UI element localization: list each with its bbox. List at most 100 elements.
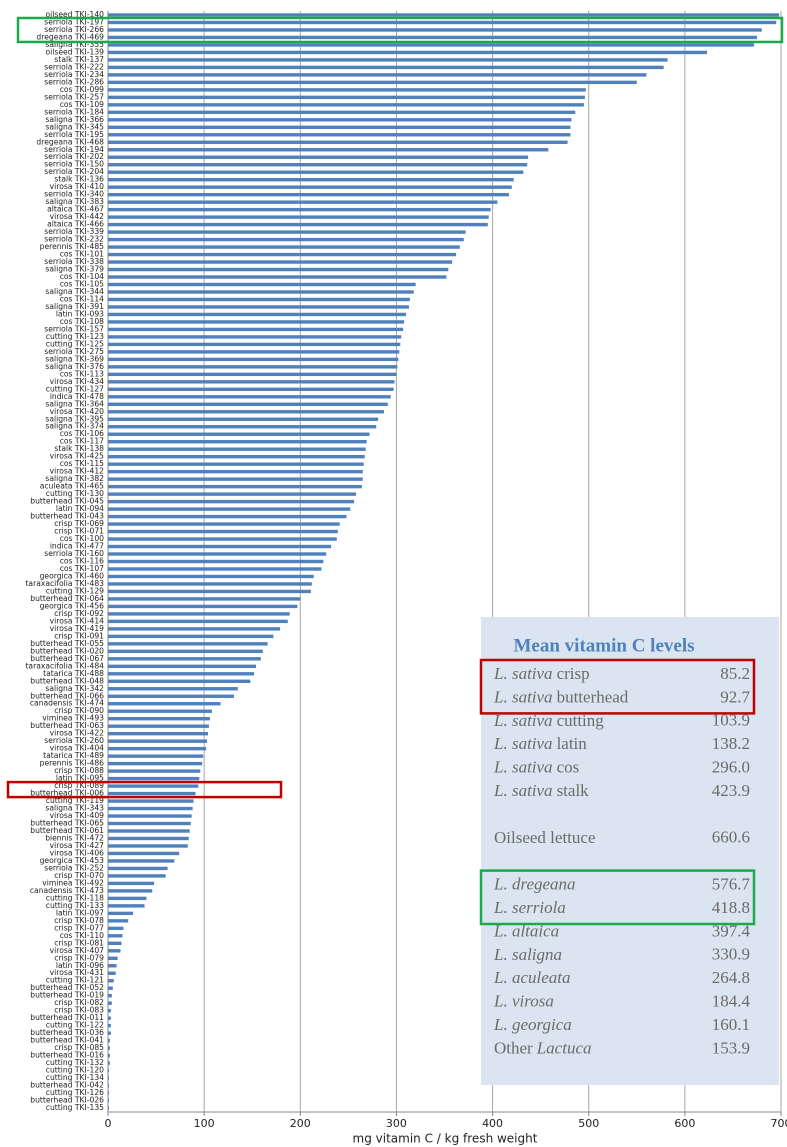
y-tick-label: saligna TKI-391 [45, 302, 104, 311]
bar [108, 941, 122, 946]
bar [108, 949, 121, 953]
y-tick-label: serriola TKI-232 [44, 235, 104, 244]
y-tick-label: georgica TKI-460 [40, 571, 105, 580]
bar [108, 350, 400, 354]
y-tick-label: butterhead TKI-052 [30, 983, 104, 992]
bar [108, 746, 207, 751]
table-row-label: L. georgica [493, 1015, 572, 1034]
table-title: Mean vitamin C levels [513, 635, 694, 656]
label-part: L. sativa [493, 758, 553, 777]
bar [108, 245, 460, 249]
bar [108, 118, 572, 122]
bar [108, 282, 416, 287]
label-part: crisp [557, 664, 590, 683]
y-tick-label: crisp TKI-089 [54, 781, 104, 790]
y-tick-label: crisp TKI-070 [54, 871, 104, 880]
y-tick-label: butterhead TKI-065 [30, 819, 104, 828]
label-part: L. virosa [493, 992, 554, 1011]
bar [108, 454, 365, 459]
table-row-value: 660.6 [712, 828, 750, 847]
y-tick-label: saligna TKI-374 [45, 422, 104, 431]
y-tick-label: serriola TKI-340 [44, 190, 104, 199]
y-tick-label: butterhead TKI-048 [30, 676, 104, 685]
y-tick-label: virosa TKI-409 [50, 811, 104, 820]
y-tick-label: virosa TKI-410 [50, 182, 104, 191]
label-part: Lactuca [536, 1038, 592, 1057]
bar [108, 387, 394, 392]
y-tick-label: indica TKI-478 [50, 392, 104, 401]
label-part: L. serriola [493, 898, 566, 917]
bar [108, 889, 153, 893]
bar [108, 469, 363, 474]
y-tick-label: cutting TKI-133 [46, 901, 104, 910]
bar [108, 1098, 109, 1103]
y-tick-label: serriola TKI-202 [44, 152, 104, 161]
bar [108, 522, 340, 526]
bar [108, 432, 370, 436]
y-tick-label: tatarica TKI-489 [43, 751, 104, 760]
y-tick-label: cutting TKI-134 [46, 1073, 104, 1082]
y-tick-label: butterhead TKI-045 [30, 497, 104, 506]
y-tick-label: virosa TKI-434 [50, 377, 104, 386]
bar [108, 649, 263, 654]
y-tick-label: saligna TKI-344 [45, 287, 104, 296]
y-tick-label: cos TKI-116 [60, 557, 104, 566]
bar [108, 672, 255, 676]
y-tick-label: tatarica TKI-488 [43, 669, 104, 678]
y-tick-label: serriola TKI-197 [44, 17, 104, 26]
bar [108, 829, 190, 833]
bar [108, 776, 200, 781]
bar [108, 215, 489, 219]
bar [108, 372, 397, 377]
y-tick-label: cos TKI-113 [60, 369, 104, 378]
x-tick-label: 600 [674, 1117, 695, 1130]
bar [108, 1083, 109, 1088]
y-tick-label: crisp TKI-091 [54, 631, 104, 640]
bar [108, 417, 379, 421]
bar [108, 230, 466, 234]
bar [108, 327, 404, 332]
y-tick-label: cos TKI-108 [60, 317, 104, 326]
table-row-label: L. sativa cutting [493, 711, 604, 730]
bar [108, 851, 180, 856]
y-tick-label: virosa TKI-425 [50, 452, 104, 461]
bar [108, 514, 347, 519]
y-tick-label: serriola TKI-257 [44, 92, 104, 101]
table-row-label: Oilseed lettuce [494, 828, 596, 847]
y-tick-label: serriola TKI-195 [44, 130, 104, 139]
bar [108, 477, 363, 481]
bar [108, 1068, 109, 1073]
y-tick-label: stalk TKI-136 [54, 175, 104, 184]
bar [108, 934, 123, 938]
bar [108, 357, 399, 362]
bar [108, 312, 407, 317]
y-tick-label: crisp TKI-081 [54, 938, 104, 947]
y-tick-label: oilseed TKI-140 [46, 10, 105, 19]
x-tick-label: 0 [105, 1117, 112, 1130]
table-row-value: 264.8 [712, 968, 750, 987]
bar [108, 275, 447, 279]
bar [108, 237, 464, 242]
y-tick-label: cos TKI-117 [60, 437, 104, 446]
bar [108, 731, 208, 736]
y-tick-label: serriola TKI-338 [44, 257, 104, 266]
y-tick-label: saligna TKI-355 [45, 40, 104, 49]
bar [108, 342, 401, 347]
y-tick-label: saligna TKI-395 [45, 414, 104, 423]
x-tick-label: 400 [482, 1117, 503, 1130]
label-part: stalk [557, 781, 590, 800]
bar [108, 110, 576, 115]
y-tick-label: virosa TKI-427 [50, 841, 104, 850]
y-tick-label: butterhead TKI-026 [30, 1096, 104, 1105]
y-tick-label: butterhead TKI-067 [30, 654, 104, 663]
highlight-box [479, 658, 756, 715]
x-axis-title: mg vitamin C / kg fresh weight [353, 1132, 538, 1146]
label-part: L. sativa [493, 711, 553, 730]
bar [108, 859, 175, 863]
bar [108, 440, 367, 444]
label-part: latin [557, 734, 588, 753]
bar [108, 177, 514, 182]
y-tick-label: saligna TKI-342 [45, 684, 104, 693]
bar [108, 619, 288, 624]
